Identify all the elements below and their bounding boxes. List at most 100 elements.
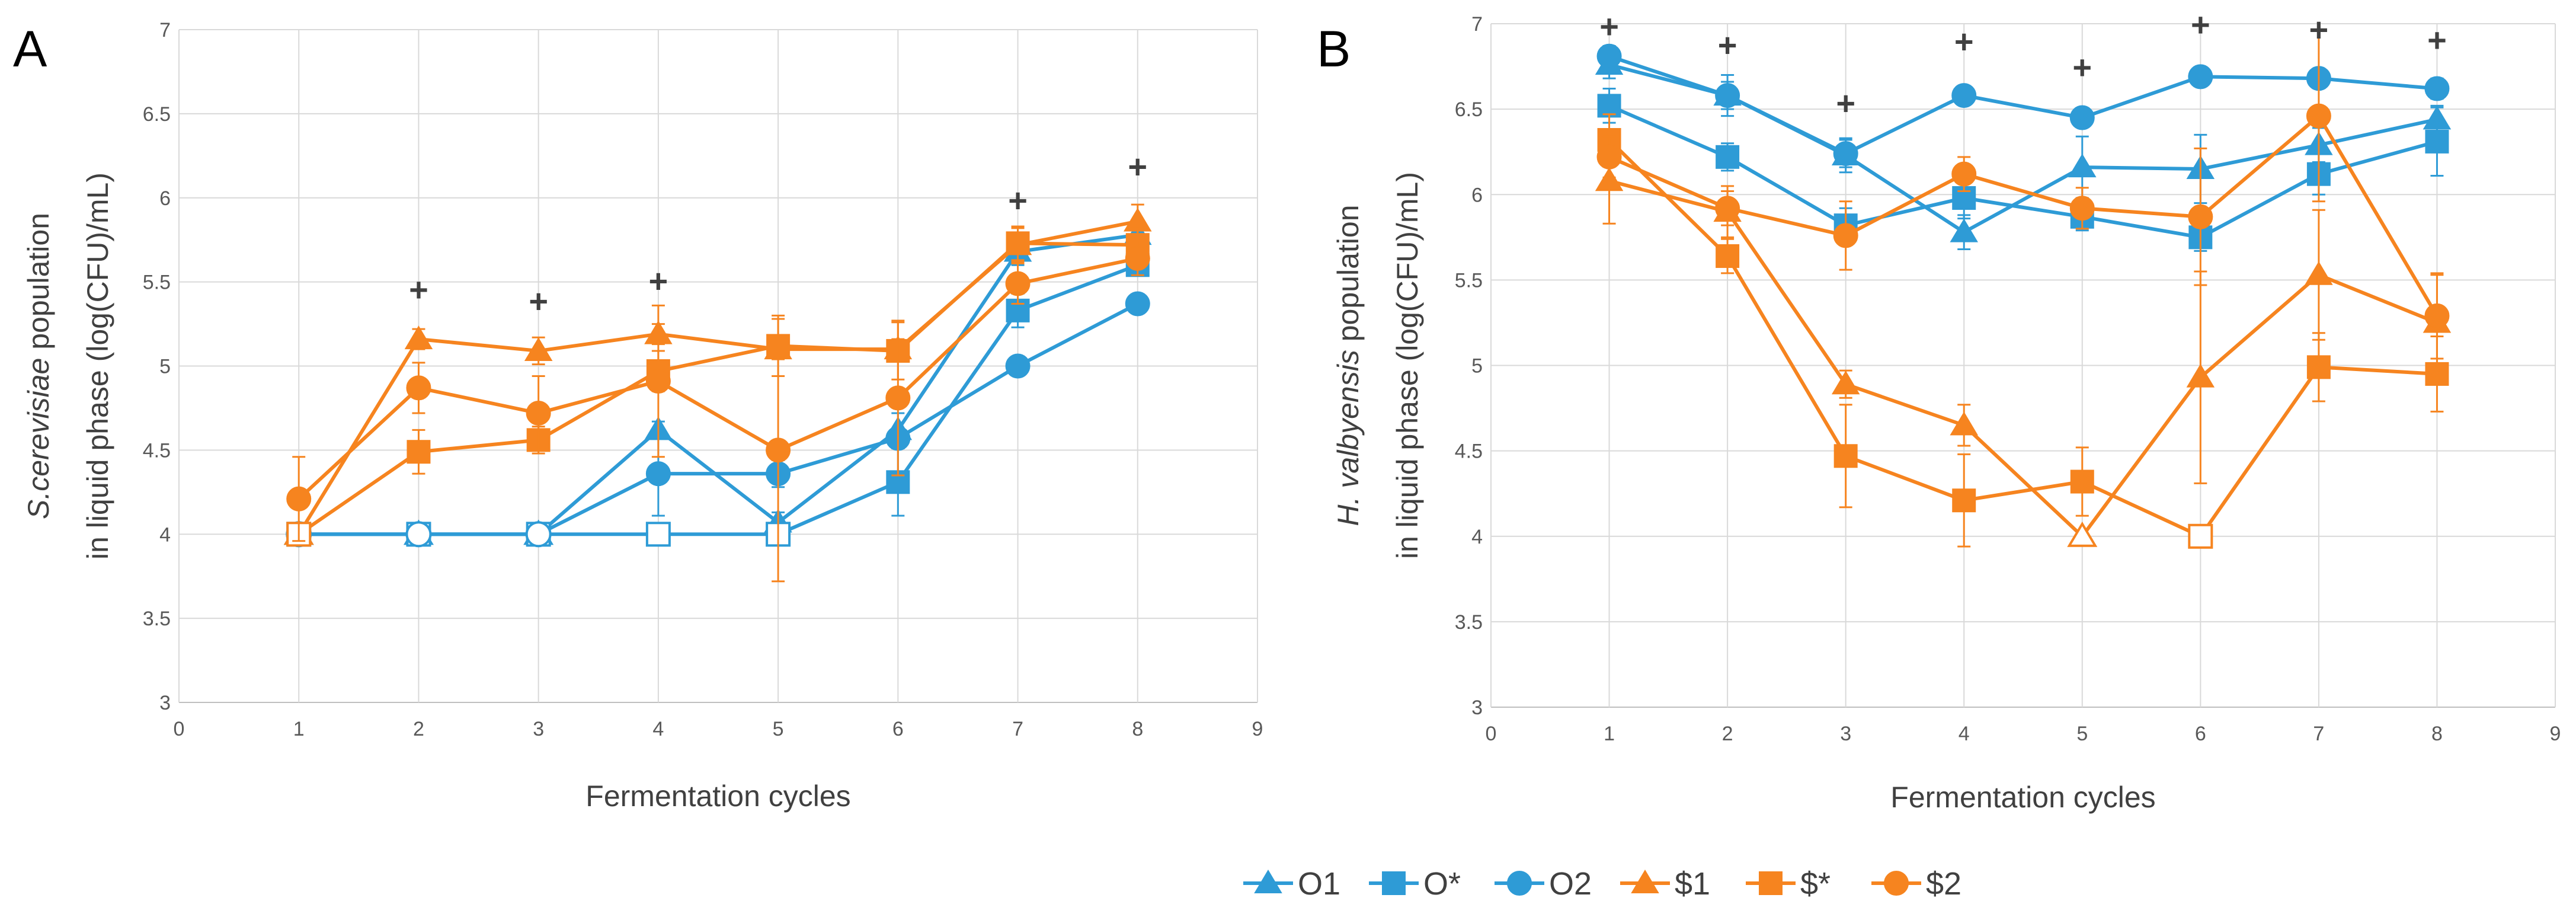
y-tick-label: 5 — [1471, 355, 1483, 378]
x-tick-label: 6 — [892, 718, 904, 740]
y-tick-label: 3 — [1471, 696, 1483, 719]
legend-marker — [1254, 870, 1282, 893]
y-tick-label: 6.5 — [143, 103, 171, 126]
data-point — [405, 521, 432, 548]
data-point — [1005, 353, 1031, 379]
significance-mark: + — [1718, 26, 1737, 63]
significance-mark: + — [1599, 8, 1619, 45]
y-tick-label: 4.5 — [1455, 440, 1483, 463]
significance-mark: + — [1836, 84, 1855, 122]
significance-mark: + — [409, 271, 428, 308]
legend-item-dollar1: $1 — [1620, 866, 1710, 902]
x-tick-label: 0 — [1486, 723, 1497, 745]
x-tick-label: 5 — [773, 718, 784, 740]
significance-mark: + — [2427, 21, 2447, 59]
legend-item-dollarstar: $* — [1746, 866, 1831, 902]
data-point — [1005, 271, 1031, 296]
data-point — [2305, 261, 2333, 285]
legend-marker — [1382, 871, 1406, 895]
data-point — [2068, 154, 2097, 178]
panel-letter: B — [1317, 21, 1351, 78]
data-point — [2188, 204, 2213, 229]
series-line — [297, 241, 1138, 536]
data-point — [1952, 488, 1976, 513]
y-tick-label: 6.5 — [1455, 98, 1483, 121]
data-point — [2188, 523, 2213, 549]
x-tick-label: 7 — [1012, 718, 1023, 740]
x-tick-label: 9 — [2550, 723, 2561, 745]
data-point — [2186, 363, 2215, 388]
data-point — [1006, 231, 1030, 255]
legend-item-o1: O1 — [1243, 866, 1340, 902]
x-axis-title: Fermentation cycles — [585, 779, 850, 813]
x-tick-label: 1 — [293, 718, 305, 740]
legend-marker — [1507, 871, 1532, 896]
data-point — [1831, 370, 1860, 395]
x-tick-label: 2 — [413, 718, 424, 740]
data-point — [885, 385, 911, 411]
data-point — [2069, 196, 2095, 221]
data-point — [2069, 105, 2095, 130]
x-tick-label: 5 — [2076, 723, 2088, 745]
data-point — [1125, 291, 1150, 317]
series-line — [1608, 179, 2438, 538]
data-point — [1595, 167, 1624, 191]
series-line — [1608, 138, 2437, 538]
data-point — [1596, 43, 1622, 69]
y-tick-label: 5 — [159, 356, 171, 378]
data-point — [286, 486, 312, 512]
data-point — [2306, 355, 2331, 379]
y-axis-title-line2: in liquid phase (log(CFU)/mL) — [81, 172, 114, 560]
series-dollar2 — [286, 241, 1150, 583]
y-tick-label: 3 — [159, 692, 171, 714]
significance-mark: + — [529, 283, 548, 320]
data-point — [2425, 362, 2449, 386]
data-point — [2424, 76, 2450, 101]
data-point — [407, 440, 431, 464]
data-point — [645, 461, 671, 487]
y-tick-label: 6 — [159, 187, 171, 210]
data-point — [406, 375, 431, 401]
data-point — [526, 400, 551, 426]
data-point — [2425, 129, 2449, 154]
data-point — [1716, 244, 1740, 269]
x-tick-label: 8 — [1132, 718, 1143, 740]
legend-item-ostar: O* — [1369, 866, 1461, 902]
data-point — [645, 369, 671, 394]
data-point — [524, 337, 553, 361]
x-tick-label: 0 — [174, 718, 185, 740]
series-line — [1608, 54, 2437, 156]
data-point — [1715, 196, 1740, 221]
series-line — [297, 256, 1138, 500]
data-point — [1597, 94, 1621, 118]
legend-marker — [1631, 870, 1659, 893]
y-tick-label: 3.5 — [1455, 611, 1483, 634]
y-tick-label: 7 — [159, 19, 171, 41]
panel-b: 3 3.5 4 4.5 5 5.5 6 6.5 7 0 1 2 3 4 5 6 7 8 9 B Fermentation… — [1317, 6, 2561, 814]
x-tick-label: 9 — [1252, 718, 1263, 740]
y-tick-label: 4 — [159, 523, 171, 546]
x-tick-label: 4 — [652, 718, 664, 740]
y-tick-label: 6 — [1471, 184, 1483, 206]
data-point — [404, 325, 433, 350]
significance-mark: + — [2309, 11, 2329, 49]
y-axis-title-line1: S.cerevisiae population — [22, 213, 55, 519]
x-tick-label: 2 — [1722, 723, 1733, 745]
significance-mark: + — [2072, 49, 2092, 86]
data-point — [1716, 145, 1740, 169]
significance-mark: + — [1008, 181, 1028, 219]
legend-label: $1 — [1675, 866, 1710, 902]
y-tick-label: 5.5 — [143, 271, 171, 294]
y-axis-title-line2: in liquid phase (log(CFU)/mL) — [1391, 172, 1424, 559]
data-point — [1125, 245, 1150, 271]
significance-mark: + — [1128, 148, 1147, 186]
legend: O1 O* O2 $1 $* $2 — [1243, 866, 1961, 902]
x-tick-label: 3 — [1840, 723, 1851, 745]
legend-label: O* — [1423, 866, 1461, 902]
y-tick-label: 7 — [1471, 13, 1483, 36]
y-tick-label: 4 — [1471, 526, 1483, 548]
legend-label: O1 — [1298, 866, 1340, 902]
significance-mark: + — [1954, 23, 1974, 60]
